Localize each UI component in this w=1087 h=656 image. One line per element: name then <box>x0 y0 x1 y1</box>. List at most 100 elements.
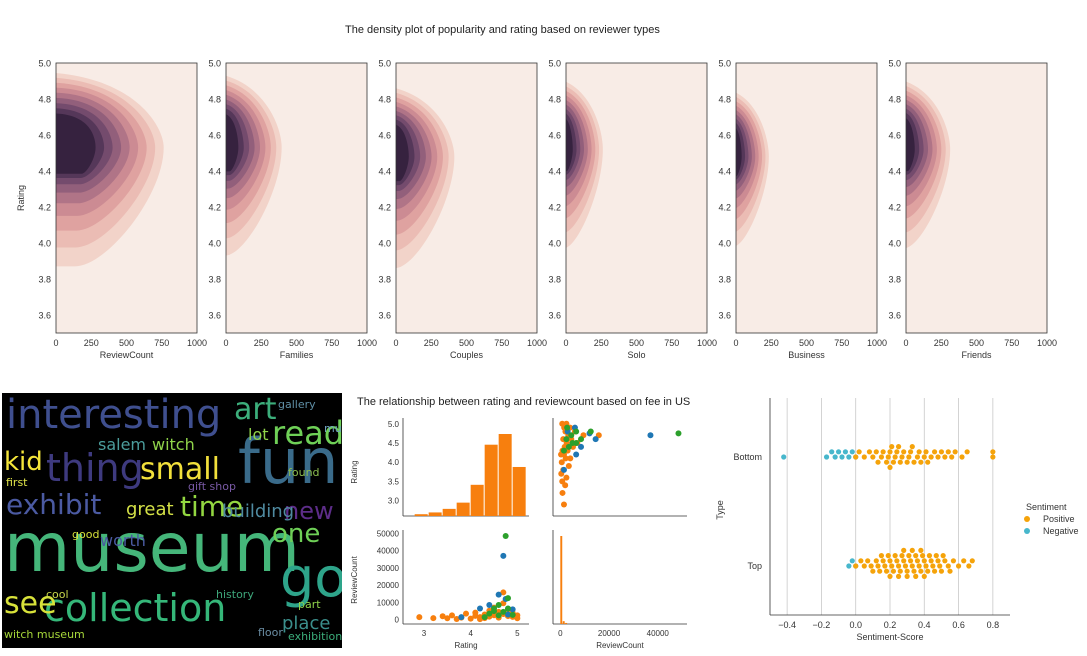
word-cloud-word: first <box>6 476 28 489</box>
swarm-point <box>926 553 933 559</box>
scatter-point-rating-vs-reviewcount <box>430 615 437 622</box>
swarm-point <box>914 454 921 460</box>
swarm-point <box>938 568 945 574</box>
density-panel: 3.6 3.8 4.0 4.2 4.4 4.6 4.8 5.0 0 250 500 750 1000 Fa… <box>208 59 377 361</box>
word-cloud-word: one <box>272 519 321 549</box>
swarm-point <box>895 444 902 450</box>
reviewcount-hist-bar <box>565 622 568 624</box>
y-tick-label: 4.6 <box>888 131 901 141</box>
scatter-point-rating-vs-reviewcount <box>416 614 423 621</box>
swarm-point <box>935 558 941 564</box>
scatter-point-reviewcount-vs-rating <box>560 447 567 454</box>
x-tick-label: 500 <box>629 338 644 348</box>
density-panel: 3.6 3.8 4.0 4.2 4.4 4.6 4.8 5.0 0 250 500 750 1000 Co… <box>378 59 547 361</box>
x-tick-label: −0.4 <box>778 620 796 630</box>
word-cloud-word: found <box>288 466 320 479</box>
y-tick-label: 3.6 <box>888 311 901 321</box>
panel-frame <box>395 62 538 334</box>
pairplot: 3.0 3.5 4.0 4.5 5.0 0 10000 20000 30000 40000 5000… <box>350 418 687 650</box>
y-tick-label: 3.6 <box>208 311 221 321</box>
x-tick-label: 1000 <box>187 338 207 348</box>
word-cloud-word: read <box>272 414 342 452</box>
word-cloud-word: cool <box>46 588 69 601</box>
swarm-point <box>878 553 885 559</box>
swarm-point <box>849 558 855 564</box>
scatter-point-rating-vs-reviewcount <box>505 605 511 612</box>
x-tick-label: 250 <box>424 338 439 348</box>
density-panel: 3.6 3.8 4.0 4.2 4.4 4.6 4.8 5.0 0 250 500 750 1000 Bu… <box>718 59 887 361</box>
swarm-point <box>969 558 975 564</box>
density-contours <box>226 63 367 333</box>
rating-y-tick: 4.0 <box>388 458 400 467</box>
density-contour-level <box>906 118 915 172</box>
swarm-point <box>904 568 910 574</box>
scatter-point-rating-vs-reviewcount <box>500 552 507 559</box>
x-tick-label: 1000 <box>527 338 547 348</box>
word-cloud-word: place <box>282 613 331 634</box>
x-tick-label: 0.4 <box>918 620 931 630</box>
swarm-point <box>919 553 926 559</box>
reviewcount-x-tick: 0 <box>558 629 563 638</box>
swarm-point <box>921 558 927 564</box>
panel-frame <box>735 62 878 334</box>
scatter-point-rating-vs-reviewcount <box>486 602 493 609</box>
swarm-point <box>866 449 873 455</box>
word-cloud: interesting museum fun collection thing small… <box>2 393 342 648</box>
swarm-point <box>877 568 883 574</box>
y-tick-label: 4.2 <box>208 203 221 213</box>
scatter-point-rating-vs-reviewcount <box>477 605 483 612</box>
x-axis-label-rating: Rating <box>454 641 477 650</box>
x-tick-label: 0 <box>53 338 58 348</box>
swarm-point <box>918 547 924 553</box>
x-tick-label: 500 <box>289 338 304 348</box>
word-cloud-word: witch <box>152 435 195 454</box>
rating-hist-bar <box>456 502 470 516</box>
y-axis-label: Type <box>715 500 725 520</box>
scatter-point-rating-vs-reviewcount <box>495 602 502 609</box>
swarm-point <box>880 558 886 564</box>
panel-frame <box>55 62 198 334</box>
x-tick-label: 1000 <box>357 338 377 348</box>
rating-y-tick: 3.0 <box>388 497 400 506</box>
swarm-point <box>913 553 919 559</box>
y-tick-label: 4.0 <box>888 239 901 249</box>
scatter-point-reviewcount-vs-rating <box>592 436 599 443</box>
y-tick-label: 5.0 <box>208 59 221 69</box>
x-tick-label: 1000 <box>1037 338 1057 348</box>
x-tick-label: 500 <box>799 338 814 348</box>
swarm-point <box>940 553 946 559</box>
swarm-point <box>873 558 879 564</box>
swarm-point <box>928 454 934 460</box>
swarm-point <box>942 454 948 460</box>
swarm-point <box>889 563 895 569</box>
x-tick-label: 0 <box>733 338 738 348</box>
swarm-point <box>875 459 881 465</box>
swarm-point <box>909 444 915 450</box>
x-tick-label: 750 <box>494 338 509 348</box>
scatter-point-reviewcount-vs-rating <box>559 489 566 496</box>
density-contour-level <box>566 119 573 172</box>
rating-x-tick: 3 <box>422 629 427 638</box>
x-tick-label: 0.0 <box>849 620 862 630</box>
swarm-point <box>931 568 938 574</box>
swarm-point <box>990 454 996 460</box>
word-cloud-word: new <box>284 497 334 525</box>
swarm-point <box>829 449 835 455</box>
swarm-point <box>925 568 931 574</box>
word-cloud-word: exhibit <box>6 488 102 521</box>
scatter-point-reviewcount-vs-rating <box>573 451 580 458</box>
swarm-point <box>913 573 919 579</box>
x-tick-label: 250 <box>254 338 269 348</box>
swarm-point <box>911 459 917 465</box>
x-tick-label: 250 <box>594 338 609 348</box>
rating-hist-bar <box>442 508 456 516</box>
scatter-point-reviewcount-vs-rating <box>568 432 575 439</box>
x-tick-label: 0 <box>563 338 568 348</box>
rating-y-tick: 4.5 <box>388 439 400 448</box>
y-tick-label: 5.0 <box>888 59 901 69</box>
swarm-point <box>853 563 859 569</box>
density-contours <box>396 63 537 333</box>
scatter-point-reviewcount-vs-rating <box>560 501 567 508</box>
reviewcount-y-tick: 50000 <box>377 529 400 538</box>
swarm-point <box>883 568 890 574</box>
